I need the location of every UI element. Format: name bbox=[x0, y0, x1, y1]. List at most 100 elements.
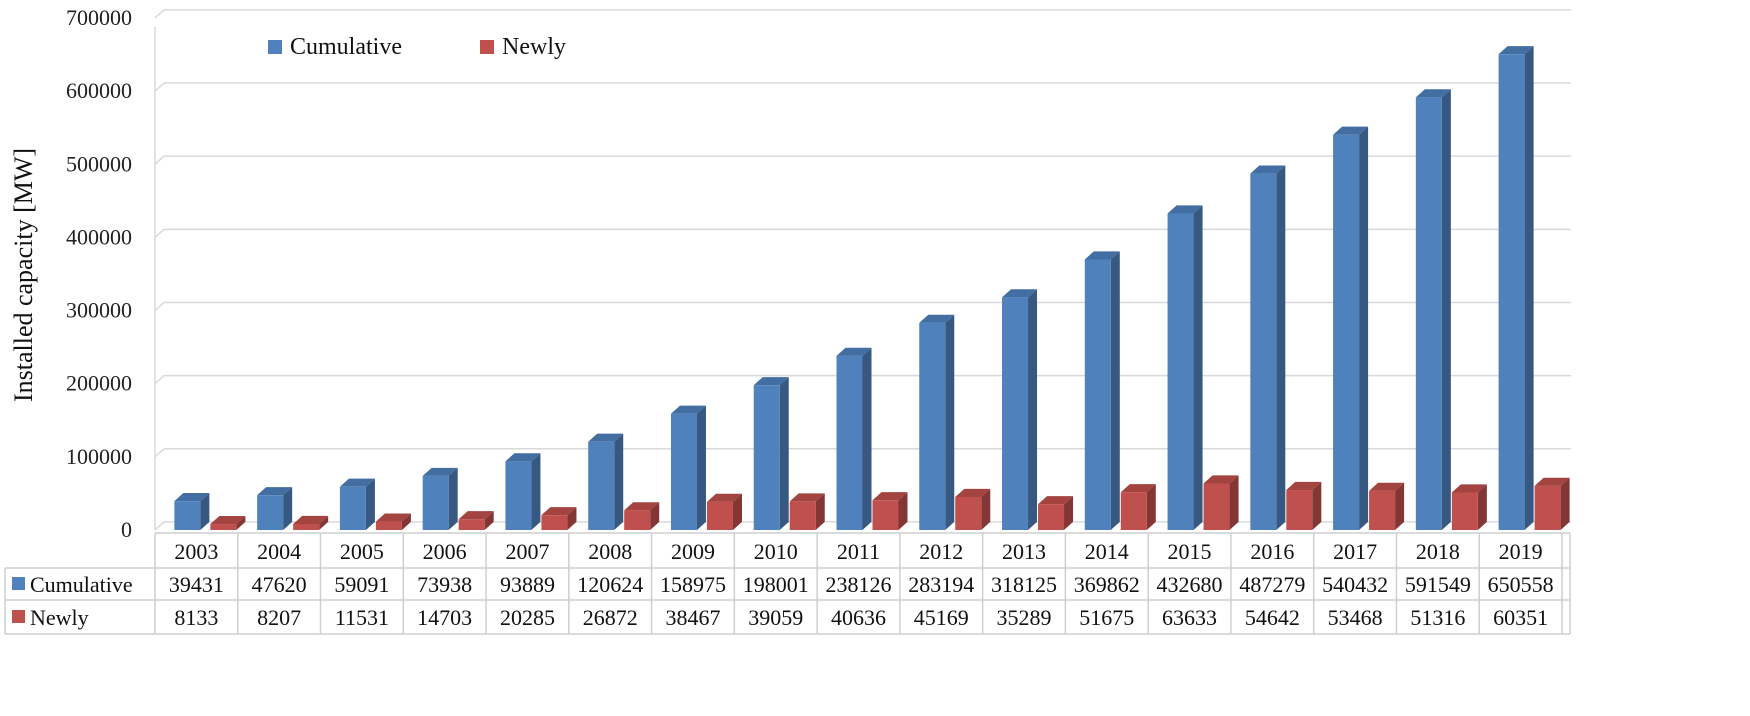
y-tick-label: 500000 bbox=[66, 151, 132, 176]
bar-top bbox=[1038, 496, 1074, 505]
bar-top bbox=[174, 493, 210, 502]
bar-side bbox=[1064, 496, 1074, 530]
bar-front bbox=[1002, 297, 1029, 530]
table-legend-swatch bbox=[12, 610, 25, 623]
bar-side bbox=[200, 493, 210, 530]
cumulative-bar bbox=[753, 377, 789, 530]
bar-front bbox=[836, 355, 863, 530]
x-tick-label: 2017 bbox=[1333, 539, 1377, 564]
legend-swatch bbox=[480, 40, 494, 54]
data-label: 51316 bbox=[1410, 605, 1465, 630]
bar-top bbox=[1120, 484, 1156, 493]
bar-front bbox=[210, 524, 237, 530]
bar-side bbox=[1110, 251, 1120, 530]
bar-top bbox=[458, 511, 494, 520]
data-label: 53468 bbox=[1328, 605, 1383, 630]
bar-side bbox=[779, 377, 789, 530]
bar-front bbox=[293, 523, 320, 530]
x-tick-label: 2019 bbox=[1499, 539, 1543, 564]
bar-front bbox=[1415, 97, 1442, 530]
bar-side bbox=[1441, 89, 1451, 531]
bar-front bbox=[505, 461, 532, 530]
bar-side bbox=[1560, 477, 1570, 530]
data-label: 238126 bbox=[826, 572, 892, 597]
bar-top bbox=[1451, 484, 1487, 493]
bar-front bbox=[588, 441, 615, 530]
newly-bar bbox=[293, 515, 329, 530]
data-label: 39059 bbox=[748, 605, 803, 630]
x-tick-label: 2006 bbox=[423, 539, 467, 564]
cumulative-bar bbox=[1333, 126, 1369, 531]
data-label: 73938 bbox=[417, 572, 472, 597]
bar-side bbox=[401, 513, 411, 530]
bar-top bbox=[836, 347, 872, 356]
bar-side bbox=[862, 347, 872, 530]
bar-front bbox=[458, 519, 485, 530]
cumulative-bar bbox=[1250, 165, 1286, 530]
data-label: 40636 bbox=[831, 605, 886, 630]
bar-front bbox=[1120, 492, 1147, 530]
legend-swatch bbox=[268, 40, 282, 54]
bar-side bbox=[1395, 482, 1405, 530]
bar-top bbox=[1286, 481, 1322, 491]
gridline-side bbox=[154, 301, 165, 312]
bar-front bbox=[541, 515, 568, 530]
x-tick-label: 2018 bbox=[1416, 539, 1460, 564]
bar-side bbox=[567, 507, 577, 530]
bar-side bbox=[1028, 289, 1038, 530]
x-tick-label: 2011 bbox=[837, 539, 880, 564]
bar-side bbox=[1477, 484, 1487, 530]
gridline-side bbox=[154, 521, 165, 531]
data-label: 198001 bbox=[743, 572, 809, 597]
bar-side bbox=[1193, 205, 1203, 531]
bar-top bbox=[505, 453, 541, 462]
newly-bar bbox=[1038, 496, 1074, 530]
y-tick-label: 400000 bbox=[66, 224, 132, 249]
data-label: 591549 bbox=[1405, 572, 1471, 597]
bar-top bbox=[1167, 205, 1203, 214]
x-tick-label: 2013 bbox=[1002, 539, 1046, 564]
x-tick-label: 2012 bbox=[919, 539, 963, 564]
bar-front bbox=[955, 496, 982, 530]
gridline-side bbox=[154, 82, 165, 92]
y-axis: 0 100000 200000 300000 400000 500000 600000 700… bbox=[66, 5, 132, 542]
bar-side bbox=[1229, 475, 1239, 530]
bar-side bbox=[236, 515, 246, 530]
bar-side bbox=[1276, 165, 1286, 530]
x-tick-label: 2004 bbox=[257, 539, 301, 564]
bar-top bbox=[1333, 126, 1369, 135]
data-label: 60351 bbox=[1493, 605, 1548, 630]
data-label: 14703 bbox=[417, 605, 472, 630]
data-table: 2003 2004 2005 2006 2007 2008 2009 2010 2011 2012… bbox=[4, 532, 1571, 635]
newly-bar bbox=[955, 488, 991, 530]
bar-side bbox=[448, 467, 458, 530]
x-tick-label: 2014 bbox=[1085, 539, 1129, 564]
bar-front bbox=[624, 510, 651, 530]
cumulative-bar bbox=[339, 478, 375, 530]
bar-front bbox=[1498, 54, 1525, 530]
table-series-name: Newly bbox=[30, 605, 89, 630]
bar-front bbox=[174, 501, 201, 530]
bar-front bbox=[1369, 490, 1396, 530]
bar-top bbox=[789, 493, 825, 502]
cumulative-bar bbox=[1002, 289, 1038, 530]
bar-front bbox=[1451, 492, 1478, 530]
bar-top bbox=[1369, 482, 1405, 491]
data-label: 45169 bbox=[914, 605, 969, 630]
bar-front bbox=[257, 495, 284, 530]
newly-bar bbox=[1451, 484, 1487, 530]
bar-top bbox=[422, 467, 458, 476]
data-label: 51675 bbox=[1079, 605, 1134, 630]
bar-side bbox=[945, 314, 955, 530]
bar-front bbox=[1250, 173, 1277, 530]
y-tick-label: 300000 bbox=[66, 298, 132, 323]
y-tick-label: 700000 bbox=[66, 5, 132, 30]
bar-top bbox=[1415, 89, 1451, 98]
bar-front bbox=[670, 413, 697, 530]
data-label: 540432 bbox=[1322, 572, 1388, 597]
bar-side bbox=[1146, 484, 1156, 530]
data-label: 8133 bbox=[174, 605, 218, 630]
cumulative-bar bbox=[1084, 251, 1120, 530]
newly-bar bbox=[1286, 481, 1322, 530]
